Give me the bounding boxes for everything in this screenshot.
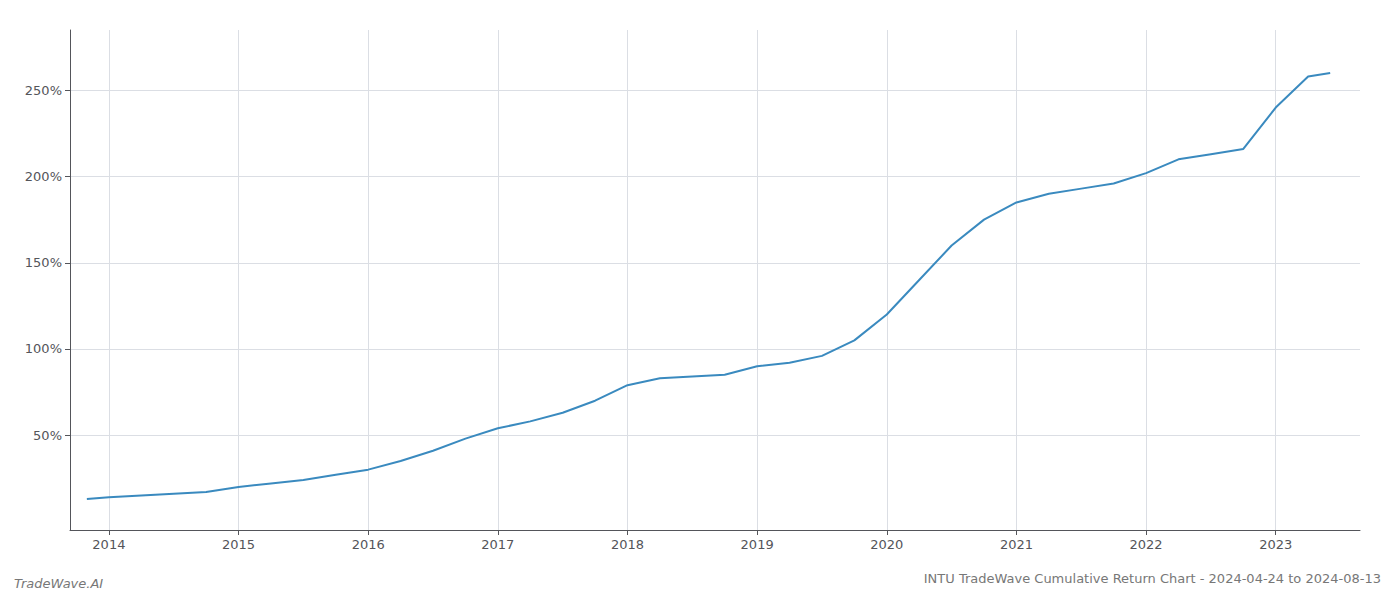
svg-text:2020: 2020	[870, 537, 903, 552]
svg-text:2016: 2016	[352, 537, 385, 552]
svg-text:INTU TradeWave Cumulative Retu: INTU TradeWave Cumulative Return Chart -…	[924, 571, 1381, 586]
svg-text:2021: 2021	[1000, 537, 1033, 552]
svg-text:200%: 200%	[25, 169, 62, 184]
svg-text:TradeWave.AI: TradeWave.AI	[14, 576, 103, 591]
svg-text:2022: 2022	[1130, 537, 1163, 552]
svg-text:2014: 2014	[92, 537, 125, 552]
svg-text:2023: 2023	[1259, 537, 1292, 552]
svg-text:2019: 2019	[741, 537, 774, 552]
svg-text:250%: 250%	[25, 83, 62, 98]
svg-text:50%: 50%	[33, 428, 62, 443]
svg-text:2017: 2017	[481, 537, 514, 552]
svg-text:100%: 100%	[25, 341, 62, 356]
svg-text:2015: 2015	[222, 537, 255, 552]
svg-text:2018: 2018	[611, 537, 644, 552]
svg-text:150%: 150%	[25, 255, 62, 270]
